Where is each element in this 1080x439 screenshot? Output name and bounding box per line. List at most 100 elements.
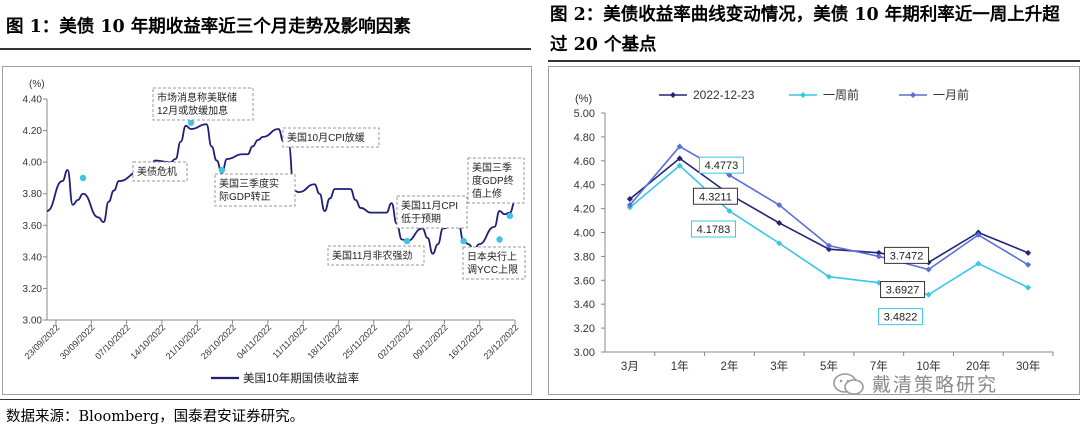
annotation-box xyxy=(152,87,254,121)
series-point xyxy=(975,231,982,238)
series-point xyxy=(925,266,932,273)
data-label-box xyxy=(878,308,924,326)
series-point xyxy=(676,155,683,162)
series-point xyxy=(826,242,832,249)
annotation-label: 美国11月非农强劲 xyxy=(332,249,412,262)
annotation-label: 美国10月CPI放缓 xyxy=(287,131,365,144)
annotation-label: 美债危机 xyxy=(137,165,177,178)
y-tick-label: 4.20 xyxy=(23,126,43,137)
series-point xyxy=(776,240,783,247)
y-tick-label: 3.00 xyxy=(574,347,595,359)
x-tick-label: 18/11/2022 xyxy=(305,322,343,360)
y-tick-label: 4.00 xyxy=(574,228,595,240)
x-tick-label: 07/10/2022 xyxy=(93,322,132,361)
figure1-title: 图 1：美债 10 年期收益率近三个月走势及影响因素 xyxy=(6,17,411,37)
series-point xyxy=(626,202,633,209)
x-tick-label: 30/09/2022 xyxy=(58,322,97,361)
series-point xyxy=(875,249,882,256)
y-tick-label: 4.40 xyxy=(574,180,595,192)
data-label-box xyxy=(880,281,926,299)
annotation-box xyxy=(214,173,296,207)
data-label: 4.1783 xyxy=(697,224,731,236)
annotation-marker xyxy=(496,236,503,243)
x-tick-label: 5年 xyxy=(820,359,838,373)
data-label-box xyxy=(690,220,736,238)
y-axis-unit: (%) xyxy=(29,79,45,90)
x-tick-label: 20年 xyxy=(966,359,990,373)
data-label: 3.6927 xyxy=(886,285,920,297)
annotation-box xyxy=(462,246,526,280)
data-label: 3.4822 xyxy=(884,312,918,324)
series-point xyxy=(826,273,832,280)
y-tick-label: 3.20 xyxy=(574,323,595,335)
y-tick-label: 3.80 xyxy=(23,189,43,200)
x-tick-label: 3年 xyxy=(770,359,788,373)
series-point xyxy=(975,260,982,267)
data-label-box xyxy=(698,156,744,174)
chart-panel-1: (%) 3.00 3.20 3.40 3.60 3.80 4.00 4.20 4.40 23/09… xyxy=(2,66,532,395)
series-point xyxy=(726,207,733,214)
series-point xyxy=(925,291,932,298)
y-tick-label: 3.40 xyxy=(23,252,43,263)
series-point xyxy=(776,202,783,209)
x-tick-label: 11/11/2022 xyxy=(271,322,309,360)
y-axis-unit: (%) xyxy=(575,93,592,105)
annotation-marker xyxy=(79,174,87,182)
series-point xyxy=(676,162,683,169)
y-tick-label: 3.20 xyxy=(23,284,43,295)
legend-label: 一月前 xyxy=(933,87,969,102)
x-tick-label: 16/12/2022 xyxy=(446,322,485,361)
series-point xyxy=(826,246,832,253)
series-point xyxy=(875,253,882,260)
y-tick-label: 3.60 xyxy=(574,275,595,287)
yield-curve-chart: (%) 3.00 3.20 3.40 3.60 3.80 4.00 4.20 4.40 4.60 4… xyxy=(574,87,1054,373)
y-tick-label: 3.40 xyxy=(574,299,595,311)
title-rule-left xyxy=(0,48,531,50)
figure2-title: 图 2：美债收益率曲线变动情况，美债 10 年期利率近一周上升超过 20 个基点 xyxy=(550,5,1060,55)
wechat-icon xyxy=(833,372,864,395)
yield-10y-chart: (%) 3.00 3.20 3.40 3.60 3.80 4.00 4.20 4.40 23/09… xyxy=(22,79,526,385)
series-point xyxy=(1025,284,1032,291)
x-tick-label: 7年 xyxy=(870,359,888,373)
legend-marker xyxy=(800,92,806,98)
legend-label: 一周前 xyxy=(823,87,859,102)
data-label: 3.7472 xyxy=(890,250,924,262)
x-tick-label: 04/11/2022 xyxy=(235,322,273,360)
x-tick-label: 3月 xyxy=(621,361,639,373)
annotation-marker xyxy=(218,166,226,174)
annotation-box xyxy=(327,245,425,266)
x-tick-label: 30年 xyxy=(1016,359,1040,373)
chart-panel-2: (%) 3.00 3.20 3.40 3.60 3.80 4.00 4.20 4.40 4.60 4… xyxy=(548,66,1080,395)
annotation-box xyxy=(132,161,188,182)
x-tick-label: 2年 xyxy=(720,359,738,373)
x-tick-label: 02/12/2022 xyxy=(376,322,415,361)
annotation-marker xyxy=(460,237,467,245)
y-tick-label: 4.60 xyxy=(574,156,595,168)
y-tick-label: 4.20 xyxy=(574,204,595,216)
data-label: 4.4773 xyxy=(705,160,739,172)
title-rule-right xyxy=(548,60,1080,62)
x-tick-label: 1年 xyxy=(671,359,689,373)
annotation-label: 市场消息称美联储 12月或放缓加息 xyxy=(157,91,237,117)
source-rule xyxy=(0,399,1080,400)
series-point xyxy=(1025,249,1032,256)
watermark: 戴清策略研究 xyxy=(832,370,998,397)
x-tick-label: 09/12/2022 xyxy=(411,322,450,361)
legend-label: 美国10年期国债收益率 xyxy=(243,371,359,385)
annotation-marker xyxy=(403,237,411,245)
annotation-label: 美国11月CPI 低于预期 xyxy=(401,199,458,225)
data-label-box xyxy=(692,187,738,205)
legend-marker xyxy=(910,92,916,98)
y-tick-label: 3.60 xyxy=(23,221,43,232)
y-tick-label: 4.00 xyxy=(23,158,43,169)
data-label-box xyxy=(884,246,930,264)
x-tick-label: 23/12/2022 xyxy=(481,322,520,361)
annotation-marker xyxy=(506,212,514,220)
y-tick-label: 4.40 xyxy=(23,95,43,106)
annotation-box xyxy=(467,157,525,204)
annotation-marker xyxy=(187,119,195,126)
annotation-box xyxy=(282,127,380,148)
annotation-label: 美国三季度GDP终值上修 xyxy=(472,161,514,200)
x-tick-label: 21/10/2022 xyxy=(164,322,203,361)
series-point xyxy=(626,196,633,203)
